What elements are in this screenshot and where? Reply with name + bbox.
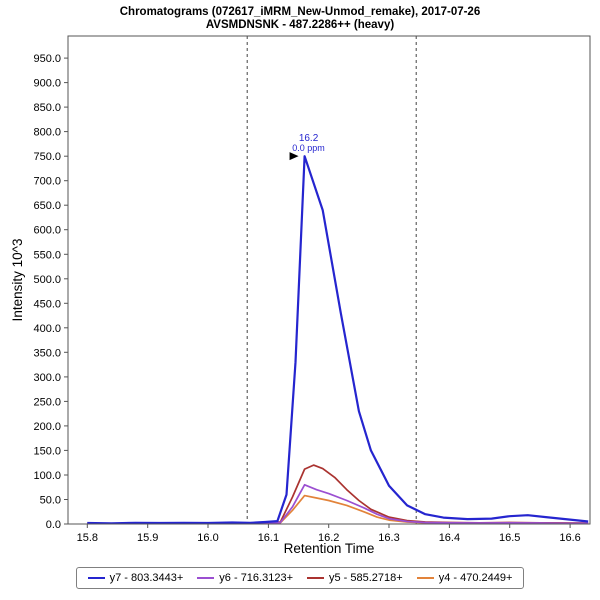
chart-subtitle: AVSMDNSNK - 487.2286++ (heavy) — [206, 19, 395, 31]
x-axis-title: Retention Time — [284, 541, 375, 556]
x-tick-label: 16.6 — [559, 532, 580, 544]
legend: y7 - 803.3443+ y6 - 716.3123+ y5 - 585.271… — [0, 567, 600, 589]
y-tick-label: 850.0 — [33, 102, 61, 114]
series-line-y6[interactable] — [87, 483, 589, 525]
peak-arrow-icon — [289, 152, 299, 161]
y-tick-label: 250.0 — [33, 396, 61, 408]
y-tick-label: 400.0 — [33, 323, 61, 335]
legend-item-y4[interactable]: y4 - 470.2449+ — [416, 572, 513, 584]
x-tick-label: 15.9 — [137, 532, 158, 544]
y-axis-title: Intensity 10^3 — [10, 239, 25, 322]
x-tick-label: 16.0 — [197, 532, 218, 544]
y-tick-label: 950.0 — [33, 53, 61, 65]
legend-item-y5[interactable]: y5 - 585.2718+ — [307, 572, 403, 584]
legend-line-swatch — [307, 577, 324, 579]
chart-title: Chromatograms (072617_iMRM_New-Unmod_rem… — [120, 6, 480, 18]
legend-line-swatch — [87, 577, 105, 579]
x-tick-label: 16.3 — [378, 532, 399, 544]
y-tick-label: 500.0 — [33, 274, 61, 286]
legend-line-swatch — [197, 577, 215, 579]
y-tick-label: 550.0 — [33, 249, 61, 261]
y-tick-label: 800.0 — [33, 127, 61, 139]
plot-frame — [67, 35, 591, 525]
legend-item-y6[interactable]: y6 - 716.3123+ — [197, 572, 293, 584]
legend-item-y7[interactable]: y7 - 803.3443+ — [87, 572, 184, 584]
y-tick-label: 200.0 — [33, 421, 61, 433]
y-tick-label: 900.0 — [33, 78, 61, 90]
series-line-y7[interactable] — [87, 155, 589, 525]
x-tick-label: 16.1 — [258, 532, 279, 544]
series-line-y5[interactable] — [87, 464, 589, 525]
series-line-y4[interactable] — [87, 494, 589, 525]
legend-line-swatch — [416, 577, 434, 579]
y-tick-label: 100.0 — [33, 470, 61, 482]
x-tick-label: 16.2 — [318, 532, 339, 544]
legend-label: y7 - 803.3443+ — [109, 572, 184, 584]
y-tick-label: 650.0 — [33, 200, 61, 212]
peak-ppm-label: 0.0 ppm — [292, 143, 325, 153]
y-tick-label: 50.0 — [40, 495, 61, 507]
y-tick-label: 450.0 — [33, 298, 61, 310]
legend-box: y7 - 803.3443+ y6 - 716.3123+ y5 - 585.271… — [75, 567, 525, 589]
chromatogram-chart[interactable]: Chromatograms (072617_iMRM_New-Unmod_rem… — [0, 0, 600, 562]
peak-rt-label: 16.2 — [299, 133, 319, 144]
x-tick-label: 16.4 — [439, 532, 460, 544]
legend-label: y5 - 585.2718+ — [329, 572, 403, 584]
legend-label: y4 - 470.2449+ — [438, 572, 513, 584]
x-tick-label: 15.8 — [77, 532, 98, 544]
y-tick-label: 600.0 — [33, 225, 61, 237]
x-tick-label: 16.5 — [499, 532, 520, 544]
y-tick-label: 700.0 — [33, 176, 61, 188]
y-tick-label: 750.0 — [33, 151, 61, 163]
y-tick-label: 0.0 — [46, 519, 61, 531]
legend-label: y6 - 716.3123+ — [219, 572, 293, 584]
y-tick-label: 300.0 — [33, 372, 61, 384]
y-tick-label: 350.0 — [33, 347, 61, 359]
y-tick-label: 150.0 — [33, 445, 61, 457]
